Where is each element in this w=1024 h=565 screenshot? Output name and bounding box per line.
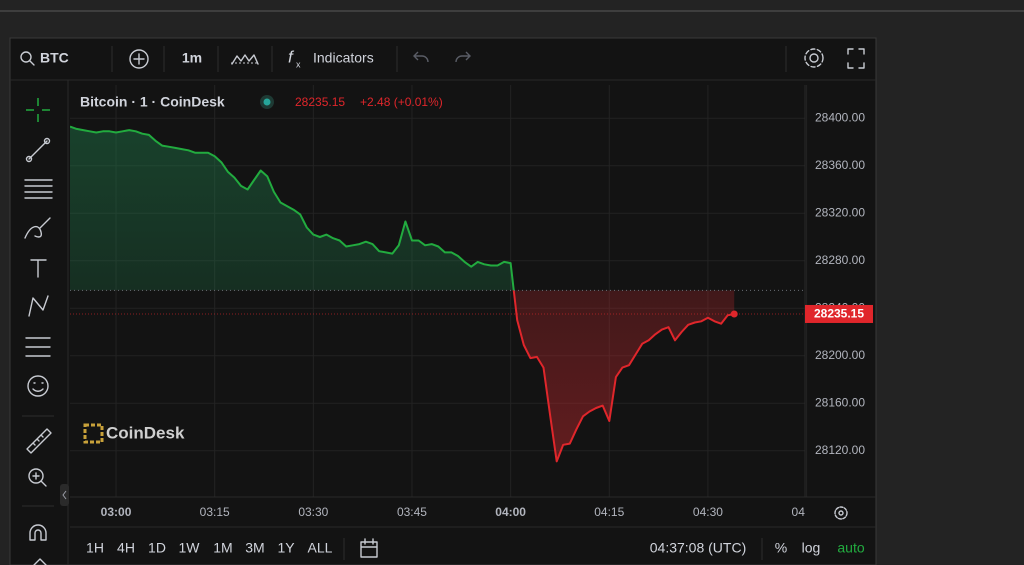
x-tick-label: 04:30 (693, 505, 723, 519)
y-tick-label: 28280.00 (815, 253, 865, 267)
auto-toggle[interactable]: auto (837, 540, 864, 556)
y-tick-label: 28400.00 (815, 110, 865, 124)
y-tick-label: 28320.00 (815, 205, 865, 219)
range-button[interactable]: 1Y (277, 540, 295, 556)
last-price-label: 28235.15 (814, 307, 864, 321)
icon-tool-face (32, 382, 44, 392)
magnet-tool[interactable] (29, 524, 47, 541)
area-down (513, 290, 735, 462)
trend-line-dot (43, 137, 51, 145)
top-toolbar: BTC 1m f x Indicators (20, 46, 865, 72)
range-button[interactable]: 1W (179, 540, 201, 556)
y-tick-label: 28120.00 (815, 443, 865, 457)
search-icon-handle (29, 60, 35, 66)
y-tick-label: 28160.00 (815, 395, 865, 409)
interval[interactable]: 1m (182, 50, 202, 66)
crosshair-tool[interactable] (26, 98, 50, 122)
axis-settings-center (838, 510, 844, 516)
fib-tool[interactable] (24, 179, 53, 199)
x-tick-label: 04:15 (594, 505, 624, 519)
range-button[interactable]: ALL (308, 540, 333, 556)
undo[interactable] (413, 51, 429, 63)
fx-icon[interactable]: f (288, 47, 295, 66)
fullscreen[interactable] (847, 48, 865, 69)
icon-tool[interactable] (27, 375, 49, 397)
x-tick-label: 04:45 (792, 505, 822, 519)
zoom-tool-handle (32, 472, 47, 487)
price-line-up (70, 125, 515, 291)
add-symbol[interactable] (129, 49, 149, 69)
x-tick-label: 04:00 (495, 505, 526, 519)
add-symbol-plus (133, 53, 145, 65)
price-line-down (512, 290, 735, 463)
lock-tool[interactable] (33, 558, 47, 565)
collapse-arrow (62, 490, 67, 500)
pattern-tool[interactable] (28, 295, 49, 317)
goto-date[interactable] (360, 538, 378, 558)
legend-title: Bitcoin · 1 · CoinDesk (80, 94, 225, 110)
watermark: CoinDesk (106, 423, 185, 442)
down-layer (512, 290, 735, 463)
range-button[interactable]: 4H (117, 540, 135, 556)
chart-type[interactable] (231, 54, 259, 65)
watermark-icon (83, 423, 104, 444)
log-toggle[interactable]: log (802, 540, 821, 556)
redo[interactable] (455, 51, 471, 63)
x-tick-label: 03:15 (200, 505, 230, 519)
clock[interactable]: 04:37:08 (UTC) (650, 540, 746, 556)
search-icon[interactable] (20, 51, 32, 63)
percent-toggle[interactable]: % (775, 540, 787, 556)
last-point (730, 310, 738, 318)
fx-icon-x: x (296, 59, 301, 69)
area-up (70, 126, 735, 291)
widget (9, 37, 877, 565)
collapse-handle[interactable] (60, 484, 69, 506)
brush-tool[interactable] (24, 217, 51, 239)
x-tick-label: 03:45 (397, 505, 427, 519)
time-axis: 03:00 03:15 03:30 03:45 04:00 04:15 04:30 04:45 (101, 505, 822, 519)
indicators[interactable]: Indicators (313, 50, 374, 66)
legend-change: +2.48 (+0.01%) (360, 95, 443, 109)
zoom-tool[interactable] (28, 468, 44, 484)
status-dot (263, 98, 271, 106)
drawing-toolbar (22, 80, 69, 565)
trend-line-tool[interactable] (28, 140, 48, 160)
range-button[interactable]: 1D (148, 540, 166, 556)
settings-cog (804, 48, 824, 68)
settings[interactable] (809, 53, 819, 63)
range-button[interactable]: 1M (213, 540, 232, 556)
range-bar: 1H 4H 1D 1W 1M 3M 1Y ALL 04:37:08 (UTC) … (86, 538, 865, 560)
axis-settings[interactable] (834, 506, 848, 520)
up-layer (70, 125, 735, 291)
legend-price: 28235.15 (295, 95, 345, 109)
watermark-logo: CoinDesk (83, 423, 185, 444)
ruler-tool[interactable] (26, 428, 52, 454)
symbol[interactable]: BTC (40, 50, 69, 66)
prediction-tool[interactable] (25, 337, 51, 357)
last-price-tag (805, 304, 873, 323)
trend-line-dot (25, 155, 33, 163)
x-tick-label: 03:30 (298, 505, 328, 519)
range-button[interactable]: 3M (245, 540, 264, 556)
y-tick-label: 28360.00 (815, 158, 865, 172)
text-tool[interactable] (30, 259, 47, 278)
y-tick-label: 28200.00 (815, 348, 865, 362)
x-tick-label: 03:00 (101, 505, 132, 519)
range-button[interactable]: 1H (86, 540, 104, 556)
overlay: 28235.15 (805, 304, 873, 323)
plot (70, 125, 805, 463)
